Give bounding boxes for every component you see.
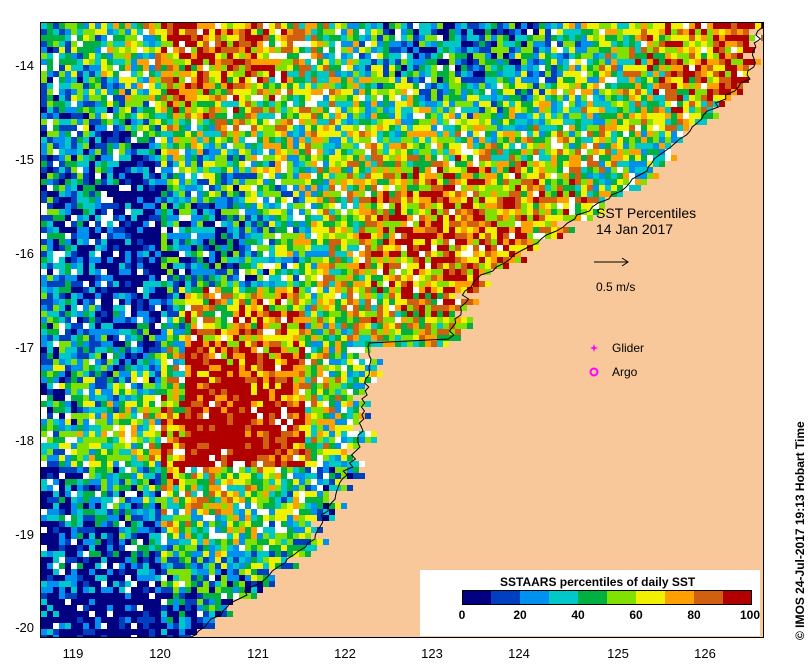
argo-label: Argo xyxy=(612,365,638,379)
glider-marker-icon xyxy=(590,344,598,352)
coastline xyxy=(189,23,763,637)
y-tick-label: -20 xyxy=(15,620,34,635)
map-date: 14 Jan 2017 xyxy=(596,221,674,237)
y-tick-label: -19 xyxy=(15,527,34,542)
legend-swatch xyxy=(462,590,491,605)
legend-tick: 60 xyxy=(629,608,643,622)
legend-swatch xyxy=(491,590,520,605)
legend-swatch xyxy=(636,590,665,605)
credit-text: © IMOS 24-Jul-2017 19:13 Hobart Time xyxy=(793,421,807,640)
sst-pixels xyxy=(41,23,763,637)
y-tick-label: -17 xyxy=(15,340,34,355)
legend-swatch xyxy=(520,590,549,605)
legend-tick: 100 xyxy=(739,608,761,622)
y-tick-label: -14 xyxy=(15,58,34,73)
legend-tick: 0 xyxy=(458,608,466,622)
x-tick-label: 125 xyxy=(607,646,629,661)
legend-swatch xyxy=(578,590,607,605)
y-tick-label: -16 xyxy=(15,246,34,261)
x-tick-label: 122 xyxy=(334,646,356,661)
legend-title: SSTAARS percentiles of daily SST xyxy=(500,575,696,589)
velocity-scale-arrow xyxy=(594,257,629,267)
x-tick-label: 126 xyxy=(694,646,716,661)
legend-tick: 20 xyxy=(513,608,527,622)
legend-swatch xyxy=(694,590,723,605)
map-title: SST Percentiles xyxy=(596,205,697,221)
legend-tick: 80 xyxy=(687,608,701,622)
x-tick-label: 121 xyxy=(247,646,269,661)
legend-colorbar-frame xyxy=(462,590,752,605)
legend-swatch xyxy=(549,590,578,605)
x-tick-label: 119 xyxy=(62,646,84,661)
argo-marker-icon xyxy=(589,367,599,377)
glider-label: Glider xyxy=(612,341,645,355)
legend-tick: 40 xyxy=(571,608,585,622)
velocity-scale-label: 0.5 m/s xyxy=(596,280,636,294)
x-tick-label: 120 xyxy=(149,646,171,661)
y-tick-label: -18 xyxy=(15,433,34,448)
legend-swatch xyxy=(665,590,694,605)
legend-swatch xyxy=(723,590,752,605)
x-tick-label: 123 xyxy=(421,646,443,661)
y-tick-label: -15 xyxy=(15,152,34,167)
legend-swatch xyxy=(607,590,636,605)
sst-map xyxy=(40,22,764,638)
x-tick-label: 124 xyxy=(508,646,530,661)
sst-map-canvas xyxy=(41,23,763,637)
